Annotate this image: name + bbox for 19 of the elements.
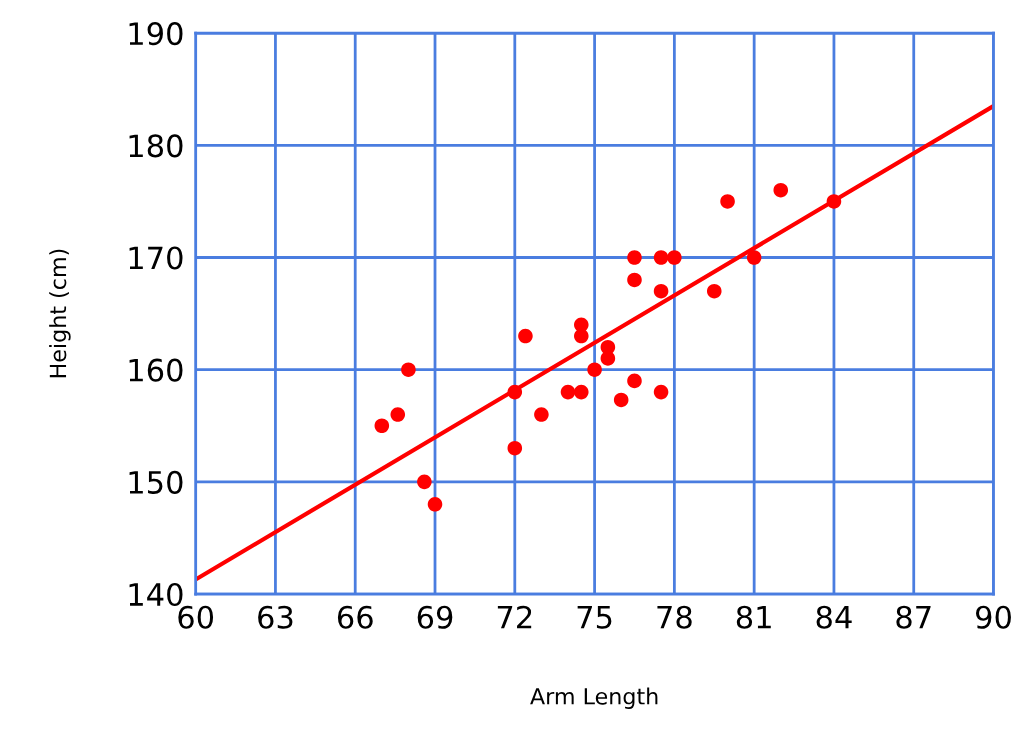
x-tick-label: 75	[577, 606, 612, 629]
x-tick-label: 66	[337, 605, 373, 629]
y-axis-title: Height (cm)	[49, 249, 71, 378]
x-tick-label: 90	[976, 605, 1011, 629]
x-tick-label: 69	[417, 605, 453, 629]
y-tick-label: 160	[129, 358, 183, 382]
x-axis-title: Arm Length	[530, 687, 658, 709]
x-tick-label: 60	[178, 605, 214, 629]
y-tick-label: 150	[129, 470, 183, 494]
x-tick-label: 81	[736, 605, 771, 629]
y-tick-label: 180	[129, 134, 183, 158]
x-tick-label: 63	[258, 605, 293, 629]
x-tick-label: 84	[816, 605, 852, 629]
y-tick-label: 170	[129, 246, 183, 270]
x-tick-label: 87	[896, 605, 931, 629]
x-tick-label: 78	[657, 605, 692, 629]
y-tick-label: 140	[129, 582, 183, 607]
x-tick-label: 72	[497, 605, 532, 629]
y-tick-label: 190	[129, 22, 183, 46]
